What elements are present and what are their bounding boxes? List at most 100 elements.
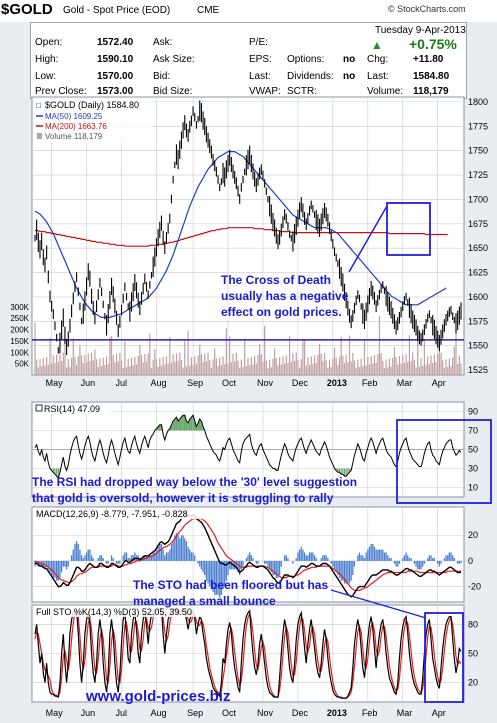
quote-label: Bid Size: [153, 86, 193, 97]
sto-k-line [34, 608, 462, 699]
legend-price: $GOLD (Daily) 1584.80 [45, 100, 139, 110]
quote-label: Bid: [153, 71, 171, 82]
price-tick-label: 1750 [468, 146, 488, 156]
sto-tick-label: 20 [468, 678, 478, 688]
rsi-legend-swatch [35, 404, 43, 412]
volume-tick-label: 250K [10, 314, 29, 323]
volume-tick-label: 150K [10, 337, 29, 346]
cross-of-death-box [386, 202, 431, 256]
sto-d-line [34, 608, 462, 699]
copyright-label: © StockCharts.com [388, 4, 466, 14]
quote-value: no [343, 54, 356, 65]
month-tick-label: Jun [81, 708, 96, 718]
quote-value: 1570.00 [97, 71, 134, 82]
volume-tick-label: 50K [15, 360, 30, 369]
price-tick-label: 1675 [468, 219, 488, 229]
month-tick-label: Aug [150, 378, 166, 388]
rsi-tick-label: 70 [468, 426, 478, 436]
quote-value: 118,179 [413, 86, 449, 97]
quote-value: 1572.40 [97, 37, 134, 48]
month-tick-label: May [46, 708, 64, 718]
quote-label: P/E: [249, 37, 268, 48]
annotation-cross-of-death: The Cross of Death usually has a negativ… [221, 272, 348, 320]
month-tick-label: Jul [116, 708, 128, 718]
quote-label: Ask: [153, 37, 173, 48]
instrument-name: Gold - Spot Price (EOD) [63, 5, 171, 16]
quote-date: Tuesday 9-Apr-2013 [375, 25, 466, 36]
month-tick-label: Oct [222, 708, 237, 718]
quote-label: VWAP: [249, 86, 281, 97]
ma200-line [35, 227, 448, 247]
month-tick-label: Mar [397, 708, 413, 718]
rsi-tick-label: 10 [468, 483, 478, 493]
macd-tick-label: -20 [468, 582, 481, 592]
quote-box: Tuesday 9-Apr-2013 ▲ +0.75% Open: 1572.40… [30, 22, 467, 99]
annotation-line: The Cross of Death [221, 273, 332, 287]
month-tick-label: Dec [292, 378, 309, 388]
sto-highlight-box [424, 612, 464, 703]
quote-label: Open: [35, 37, 63, 48]
cross-of-death-arrow [348, 205, 388, 273]
quote-label: Low: [35, 71, 57, 82]
quote-label: Options: [287, 54, 325, 65]
macd-tick-label: 20 [468, 530, 478, 540]
rsi-tick-label: 30 [468, 464, 478, 474]
volume-tick-label: 200K [10, 326, 29, 335]
price-tick-label: 1550 [468, 341, 488, 351]
quote-label: Dividends: [287, 71, 334, 82]
quote-value: 1584.80 [413, 71, 450, 82]
annotation-sto-note: The STO had been floored but has managed… [133, 577, 328, 609]
month-tick-label: Sep [187, 378, 203, 388]
annotation-line: that gold is oversold, however it is str… [32, 491, 334, 505]
up-arrow-icon: ▲ [371, 38, 383, 52]
month-tick-label: Oct [222, 378, 237, 388]
price-tick-label: 1600 [468, 292, 488, 302]
month-tick-label: May [46, 378, 64, 388]
month-tick-label: Aug [150, 708, 166, 718]
year-tick-label: 2013 [327, 378, 347, 388]
sto-tick-label: 80 [468, 619, 478, 629]
price-tick-label: 1575 [468, 316, 488, 326]
month-tick-label: Nov [257, 378, 274, 388]
quote-label: Volume: [367, 86, 404, 97]
annotation-line: effect on gold prices. [221, 305, 342, 319]
macd-legend-bg [33, 508, 251, 519]
exchange-label: CME [197, 5, 220, 16]
quote-value: +11.80 [413, 54, 444, 65]
quote-label: Prev Close: [35, 86, 87, 97]
month-tick-label: Mar [397, 378, 413, 388]
price-tick-label: 1650 [468, 243, 488, 253]
quote-label: SCTR: [287, 86, 317, 97]
month-tick-label: Apr [432, 378, 446, 388]
year-tick-label: 2013 [327, 708, 347, 718]
annotation-rsi-note: The RSI had dropped way below the '30' l… [32, 474, 357, 506]
rsi-tick-label: 50 [468, 445, 478, 455]
quote-label: High: [35, 54, 59, 65]
legend-volume-swatch [37, 133, 42, 139]
quote-value: no [343, 71, 356, 82]
website-watermark: www.gold-prices.biz [86, 688, 231, 705]
legend-ma50: MA(50) 1609.25 [45, 112, 103, 121]
legend-bg [34, 99, 152, 143]
title-bar: $GOLD Gold - Spot Price (EOD) CME © Stoc… [0, 0, 497, 22]
month-tick-label: Dec [292, 708, 309, 718]
legend-ma200: MA(200) 1663.76 [45, 122, 107, 131]
quote-value: 1590.10 [97, 54, 134, 65]
legend-volume: Volume 118,179 [45, 132, 103, 141]
quote-label: Ask Size: [153, 54, 195, 65]
rsi-highlight-box [396, 419, 492, 504]
quote-value: 1573.00 [97, 86, 134, 97]
macd-tick-label: 0 [468, 556, 473, 566]
rsi-legend: RSI(14) 47.09 [44, 404, 100, 414]
rsi-tick-label: 90 [468, 407, 478, 417]
sto-tick-label: 50 [468, 649, 478, 659]
quote-label: Last: [249, 71, 271, 82]
month-tick-label: Nov [257, 708, 274, 718]
volume-tick-label: 100K [10, 348, 29, 357]
month-tick-label: Apr [432, 708, 446, 718]
volume-tick-label: 300K [10, 303, 29, 312]
month-tick-label: Feb [362, 378, 378, 388]
month-tick-label: Feb [362, 708, 378, 718]
price-tick-label: 1725 [468, 170, 488, 180]
